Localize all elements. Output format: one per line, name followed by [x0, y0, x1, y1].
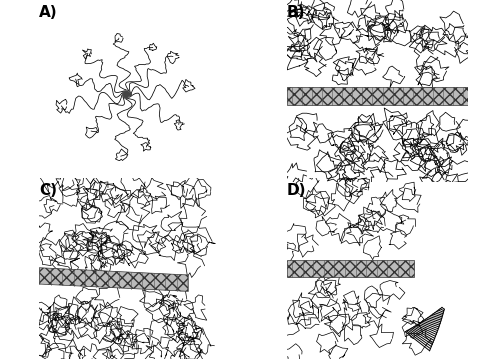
Text: A): A): [39, 5, 58, 20]
Text: C): C): [39, 183, 57, 198]
Polygon shape: [39, 268, 188, 291]
Text: B): B): [287, 5, 305, 20]
Text: D): D): [287, 183, 306, 198]
Bar: [287, 261, 414, 277]
Bar: [287, 87, 468, 105]
